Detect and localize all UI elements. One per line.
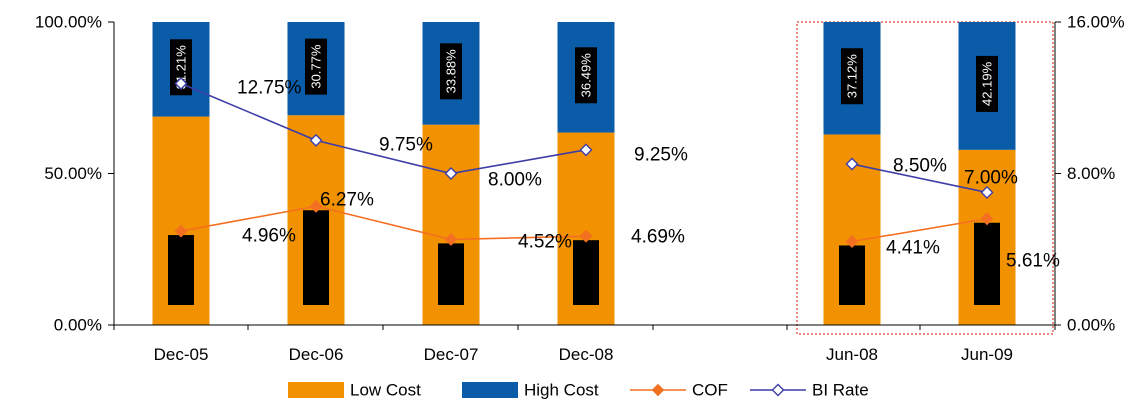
bi-rate-point (174, 77, 188, 91)
cof-point (174, 224, 188, 238)
cof-point (845, 234, 859, 248)
left-axis-tick-label: 0.00% (54, 316, 102, 335)
x-axis-tick-label: Dec-08 (559, 345, 614, 364)
cof-point (579, 229, 593, 243)
cof-point (444, 232, 458, 246)
high-cost-label-box (170, 39, 192, 96)
bi-rate-data-label: 12.75% (237, 78, 302, 99)
bi-rate-data-label: 7.00% (964, 168, 1018, 189)
legend-label-high-cost: High Cost (524, 381, 599, 400)
cof-data-label: 6.27% (320, 190, 374, 211)
x-axis-tick-label: Jun-08 (826, 345, 878, 364)
legend-swatch-low-cost (288, 382, 344, 398)
bi-rate-data-label: 8.50% (893, 156, 947, 177)
x-axis-tick-label: Dec-06 (289, 345, 344, 364)
cof-data-label: 4.69% (631, 227, 685, 248)
cof-point (980, 212, 994, 226)
bi-rate-point (444, 167, 458, 180)
bar-inset-block (168, 235, 194, 305)
cof-data-label: 4.96% (242, 226, 296, 247)
bi-rate-data-label: 8.00% (488, 170, 542, 191)
bi-rate-data-label: 9.25% (634, 145, 688, 166)
right-axis-tick-label: 8.00% (1067, 164, 1115, 183)
bi-rate-point (309, 133, 323, 147)
highlight-box (796, 21, 1054, 335)
cof-line (180, 205, 587, 241)
high-cost-data-label: 31.21% (174, 45, 189, 90)
cof-data-label: 5.61% (1006, 251, 1060, 272)
high-cost-data-label: 30.77% (309, 44, 324, 89)
bi-rate-point (579, 143, 593, 157)
left-axis-tick-label: 50.00% (44, 164, 102, 183)
bar-inset-block (438, 243, 464, 305)
legend-swatch-high-cost (462, 382, 518, 398)
high-cost-data-label: 36.49% (579, 53, 594, 98)
bar-inset-block (974, 222, 1000, 305)
cof-data-label: 4.41% (886, 238, 940, 259)
high-cost-label-box (976, 55, 998, 112)
legend-label-bi-rate: BI Rate (812, 381, 869, 400)
left-axis-tick-label: 100.00% (35, 13, 102, 32)
bi-rate-point (845, 157, 859, 171)
bar-inset-block (573, 240, 599, 305)
high-cost-data-label: 42.19% (980, 61, 995, 106)
bi-rate-line (180, 82, 587, 175)
legend-label-low-cost: Low Cost (350, 381, 421, 400)
cof-line (851, 217, 988, 243)
cof-data-label: 4.52% (518, 232, 572, 253)
x-axis-tick-label: Dec-05 (154, 345, 209, 364)
bi-rate-data-label: 9.75% (379, 135, 433, 156)
cof-point (309, 199, 323, 213)
high-cost-data-label: 33.88% (444, 49, 459, 94)
bi-rate-line (851, 163, 988, 194)
legend-marker-cof (651, 383, 665, 397)
legend-label-cof: COF (692, 381, 728, 400)
bar-inset-block (303, 210, 329, 305)
high-cost-label-box (575, 47, 597, 104)
legend-marker-bi-rate (771, 383, 785, 397)
bi-rate-point (980, 185, 994, 199)
high-cost-label-box (841, 48, 863, 105)
bar-inset-block (839, 245, 865, 305)
right-axis-tick-label: 0.00% (1067, 316, 1115, 335)
high-cost-label-box (440, 43, 462, 100)
right-axis-tick-label: 16.00% (1067, 13, 1125, 32)
x-axis-tick-label: Dec-07 (424, 345, 479, 364)
high-cost-label-box (305, 38, 327, 95)
x-axis-tick-label: Jun-09 (961, 345, 1013, 364)
high-cost-data-label: 37.12% (845, 54, 860, 99)
